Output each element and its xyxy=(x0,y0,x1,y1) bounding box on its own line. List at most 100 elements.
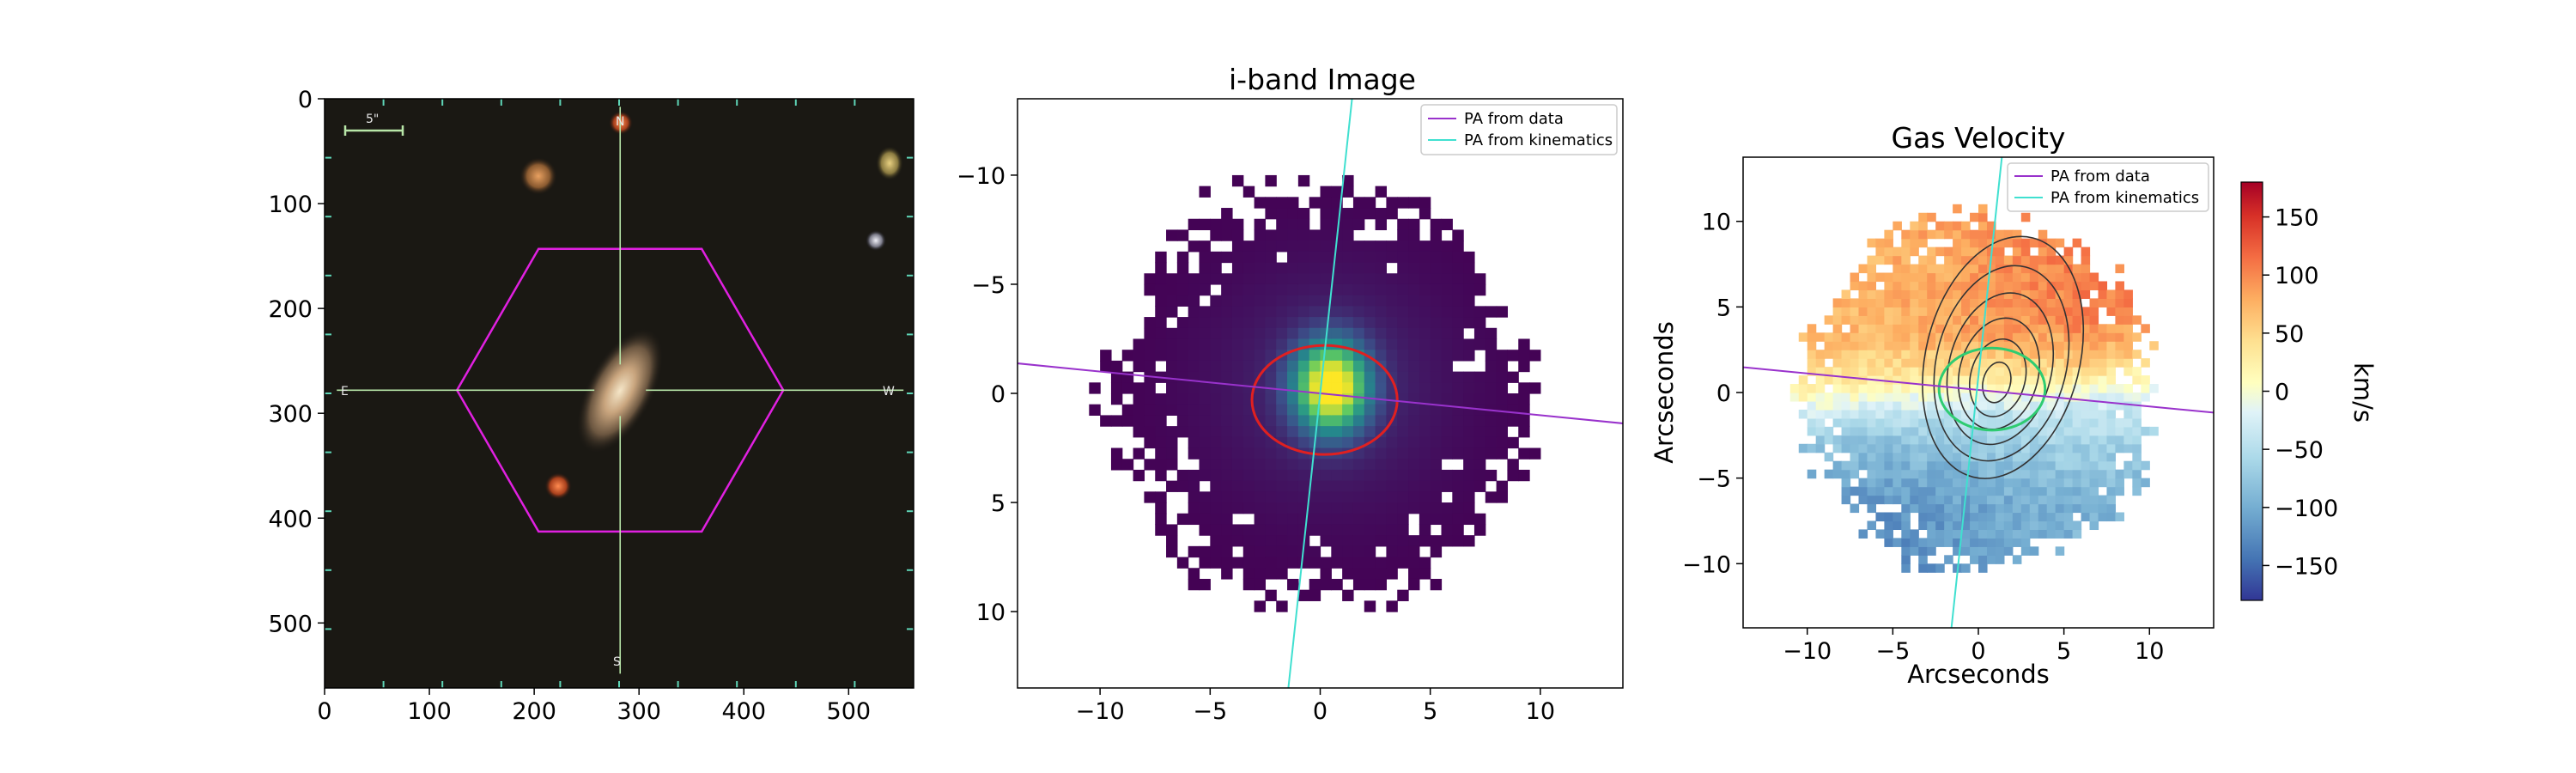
heatmap-pixel xyxy=(1254,360,1267,373)
velocity-pixel xyxy=(2089,272,2099,283)
heatmap-pixel xyxy=(1297,491,1310,503)
velocity-pixel xyxy=(1789,393,1800,402)
velocity-pixel xyxy=(1995,529,2005,539)
velocity-pixel xyxy=(1927,417,1936,428)
heatmap-pixel xyxy=(1297,174,1310,187)
velocity-pixel xyxy=(2046,435,2057,445)
velocity-pixel xyxy=(1961,307,1971,316)
heatmap-pixel xyxy=(1176,338,1189,350)
velocity-pixel xyxy=(1927,520,1936,531)
heatmap-pixel xyxy=(1375,338,1388,350)
velocity-pixel xyxy=(2063,272,2074,283)
heatmap-pixel xyxy=(1144,436,1156,449)
heatmap-pixel xyxy=(1408,447,1420,460)
velocity-pixel xyxy=(2003,426,2014,436)
heatmap-pixel xyxy=(1176,404,1189,416)
heatmap-pixel xyxy=(1309,197,1321,209)
heatmap-pixel xyxy=(1188,426,1200,438)
scale-bar: 5" xyxy=(343,113,404,136)
velocity-pixel xyxy=(1927,512,1936,522)
velocity-pixel xyxy=(1961,229,1971,240)
velocity-pixel xyxy=(2081,367,2091,376)
heatmap-pixel xyxy=(1518,415,1530,427)
heatmap-pixel xyxy=(1364,426,1376,438)
velocity-pixel xyxy=(2003,298,2014,307)
heatmap-pixel xyxy=(1430,371,1443,383)
velocity-pixel xyxy=(2012,452,2022,462)
heatmap-pixel xyxy=(1342,557,1354,569)
velocity-pixel xyxy=(2081,264,2091,274)
velocity-pixel xyxy=(2003,546,2014,556)
heatmap-pixel xyxy=(1320,568,1332,580)
heatmap-pixel xyxy=(1265,306,1277,318)
heatmap-pixel xyxy=(1231,283,1244,296)
heatmap-pixel xyxy=(1342,262,1354,274)
heatmap-pixel xyxy=(1364,469,1376,482)
velocity-pixel xyxy=(1986,315,1996,325)
heatmap-pixel xyxy=(1176,295,1189,307)
heatmap-pixel xyxy=(1287,480,1299,492)
velocity-pixel xyxy=(1995,281,2005,291)
heatmap-pixel xyxy=(1375,578,1388,591)
heatmap-pixel xyxy=(1364,557,1376,569)
velocity-pixel xyxy=(1884,238,1893,248)
heatmap-pixel xyxy=(1155,295,1167,307)
heatmap-pixel xyxy=(1364,306,1376,318)
velocity-pixel xyxy=(2081,272,2091,283)
velocity-pixel xyxy=(1875,315,1885,325)
velocity-pixel xyxy=(2020,538,2031,547)
heatmap-pixel xyxy=(1188,568,1200,580)
velocity-pixel xyxy=(1970,375,1979,385)
velocity-pixel xyxy=(1910,417,1919,428)
velocity-pixel xyxy=(1927,358,1936,368)
heatmap-pixel xyxy=(1419,426,1431,438)
velocity-pixel xyxy=(1978,255,1988,265)
heatmap-pixel xyxy=(1408,350,1420,362)
heatmap-pixel xyxy=(1297,360,1310,373)
heatmap-pixel xyxy=(1452,382,1464,394)
heatmap-pixel xyxy=(1496,480,1509,492)
heatmap-pixel xyxy=(1210,338,1222,350)
velocity-pixel xyxy=(2012,469,2022,479)
heatmap-pixel xyxy=(1473,317,1486,329)
velocity-pixel xyxy=(2098,503,2108,514)
velocity-pixel xyxy=(2046,298,2057,307)
velocity-pixel xyxy=(1970,512,1979,522)
heatmap-pixel xyxy=(1176,513,1189,526)
heatmap-pixel xyxy=(1518,426,1530,438)
heatmap-pixel xyxy=(1441,317,1453,329)
velocity-pixel xyxy=(1867,332,1877,342)
velocity-pixel xyxy=(1978,247,1988,257)
velocity-pixel xyxy=(2149,341,2159,350)
velocity-pixel xyxy=(1884,478,1893,488)
heatmap-pixel xyxy=(1287,251,1299,264)
heatmap-pixel xyxy=(1297,524,1310,536)
velocity-pixel xyxy=(1978,264,1988,274)
velocity-pixel xyxy=(2141,384,2150,393)
velocity-pixel xyxy=(1918,281,1928,291)
velocity-pixel xyxy=(2106,435,2117,445)
heatmap-pixel xyxy=(1441,295,1453,307)
velocity-pixel xyxy=(2012,555,2022,564)
velocity-pixel xyxy=(1970,324,1979,333)
heatmap-pixel xyxy=(1331,218,1343,231)
velocity-pixel xyxy=(1850,315,1860,325)
velocity-pixel xyxy=(2046,307,2057,316)
velocity-pixel xyxy=(1893,393,1902,402)
velocity-pixel xyxy=(1970,486,1979,496)
heatmap-pixel xyxy=(1121,404,1134,416)
velocity-pixel xyxy=(1986,375,1996,385)
velocity-pixel xyxy=(2046,384,2057,393)
velocity-pixel xyxy=(1884,247,1893,257)
heatmap-pixel xyxy=(1507,393,1519,405)
velocity-pixel xyxy=(2038,324,2048,333)
velocity-pixel xyxy=(1832,460,1843,471)
heatmap-pixel xyxy=(1342,360,1354,373)
heatmap-pixel xyxy=(1254,251,1267,264)
velocity-pixel xyxy=(1910,358,1919,368)
heatmap-pixel xyxy=(1276,426,1288,438)
velocity-pixel xyxy=(1910,435,1919,445)
velocity-pixel xyxy=(1935,460,1945,471)
heatmap-pixel xyxy=(1287,218,1299,231)
